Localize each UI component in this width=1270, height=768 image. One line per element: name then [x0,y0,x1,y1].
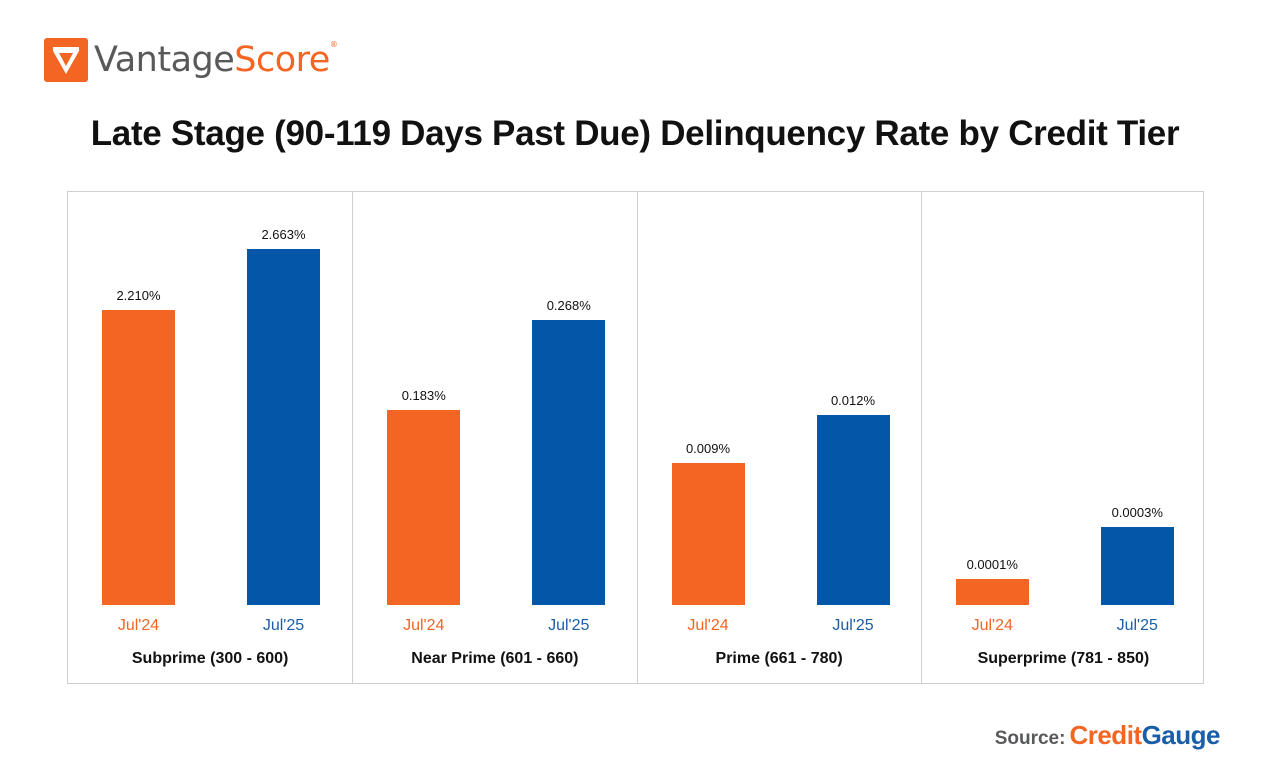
source-label: Source: [994,728,1066,749]
tier-panel: 0.0001% Jul'24 0.0003% Jul'25 Superprime (78… [920,192,1205,683]
x-tick-label: Jul'25 [832,617,874,634]
bar-jul24 [955,579,1029,605]
brand-name-part2: Score [234,40,330,80]
bar-jul25 [816,415,890,605]
data-label: 2.663% [261,227,306,242]
bar-jul25 [247,249,320,605]
bar-jul24 [387,410,461,605]
registered-mark: ® [329,40,338,49]
tier-panel: 0.183% Jul'24 0.268% Jul'25 Near Prime (601 … [352,192,636,683]
creditgauge-name-part2: Gauge [1141,720,1221,750]
x-tick-label: Jul'24 [687,617,729,634]
data-label: 0.0001% [966,557,1018,572]
x-tick-label: Jul'25 [1116,617,1158,634]
tier-label: Subprime (300 - 600) [131,650,289,667]
data-label: 0.009% [685,440,731,456]
tier-label: Near Prime (601 - 660) [411,650,579,667]
x-tick-label: Jul'24 [971,617,1013,634]
data-label: 0.268% [546,298,591,313]
chart-title: Late Stage (90-119 Days Past Due) Delinq… [90,114,1180,153]
data-label: 2.210% [116,287,161,303]
vantagescore-check-logo-icon [44,38,88,82]
bar-jul24 [671,462,745,605]
x-tick-label: Jul'25 [548,617,590,634]
tier-panel: 0.009% Jul'24 0.012% Jul'25 Prime (661 - 780… [636,192,921,683]
bar-jul25 [1100,527,1174,605]
data-label: 0.0003% [1111,505,1163,520]
bar-jul25 [532,320,606,605]
vantagescore-logo: VantageScore® [44,37,338,83]
source-credit: Source: CreditGauge [994,720,1221,751]
brand-name: VantageScore® [94,40,338,80]
brand-name-part1: Vantage [94,40,235,80]
chart-frame: 2.210% Jul'24 2.663% Jul'25 Subprime (300 - … [67,191,1204,684]
data-label: 0.012% [830,393,876,408]
bar-jul24 [102,309,175,605]
data-label: 0.183% [401,388,446,404]
tier-label: Prime (661 - 780) [715,650,843,667]
x-tick-label: Jul'24 [403,617,445,634]
x-tick-label: Jul'24 [117,617,160,634]
tier-label: Superprime (781 - 850) [977,650,1150,667]
tier-panel: 2.210% Jul'24 2.663% Jul'25 Subprime (300 - … [68,192,352,683]
x-tick-label: Jul'25 [262,617,305,634]
creditgauge-name-part1: Credit [1069,720,1142,750]
creditgauge-logo: CreditGauge [1069,720,1220,751]
